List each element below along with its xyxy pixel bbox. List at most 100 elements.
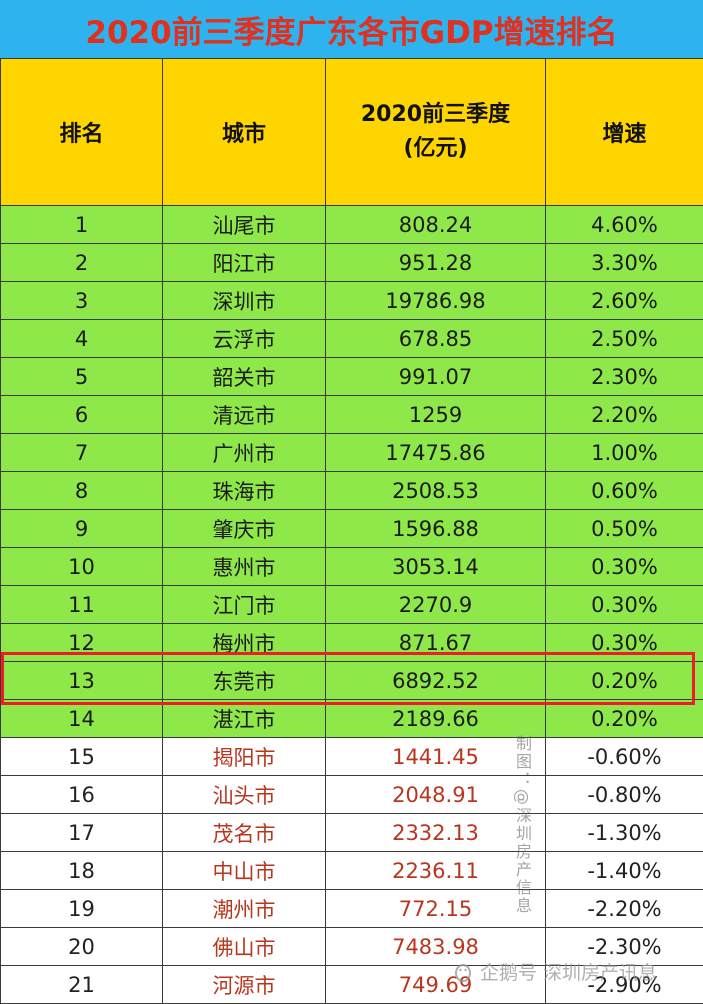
watermark-bottom: 企鹅号 深圳房产讯息: [452, 958, 657, 985]
rate-cell: 2.60%: [546, 282, 703, 320]
rank-cell: 10: [1, 548, 163, 586]
rank-cell: 11: [1, 586, 163, 624]
gdp-cell: 871.67: [326, 624, 546, 662]
rank-cell: 17: [1, 814, 163, 852]
penguin-logo-icon: [452, 961, 474, 983]
rate-cell: 0.30%: [546, 624, 703, 662]
city-cell: 汕尾市: [163, 206, 326, 244]
rate-cell: 4.60%: [546, 206, 703, 244]
rank-cell: 8: [1, 472, 163, 510]
gdp-cell: 2189.66: [326, 700, 546, 738]
rank-cell: 20: [1, 928, 163, 966]
header-city: 城市: [163, 59, 326, 206]
gdp-cell: 991.07: [326, 358, 546, 396]
header-gdp-line2: (亿元): [326, 132, 545, 166]
gdp-cell: 808.24: [326, 206, 546, 244]
city-cell: 揭阳市: [163, 738, 326, 776]
rate-cell: -0.80%: [546, 776, 703, 814]
gdp-cell: 6892.52: [326, 662, 546, 700]
rate-cell: 0.30%: [546, 586, 703, 624]
gdp-cell: 1259: [326, 396, 546, 434]
rate-cell: 2.30%: [546, 358, 703, 396]
table-header-row: 排名 城市 2020前三季度 (亿元) 增速: [1, 59, 703, 206]
rate-cell: 2.20%: [546, 396, 703, 434]
city-cell: 汕头市: [163, 776, 326, 814]
city-cell: 湛江市: [163, 700, 326, 738]
rank-cell: 19: [1, 890, 163, 928]
city-cell: 肇庆市: [163, 510, 326, 548]
rank-cell: 9: [1, 510, 163, 548]
city-cell: 韶关市: [163, 358, 326, 396]
rate-cell: 0.60%: [546, 472, 703, 510]
city-cell: 云浮市: [163, 320, 326, 358]
rate-cell: 0.20%: [546, 700, 703, 738]
title-bar: 2020前三季度广东各市GDP增速排名: [0, 0, 703, 58]
city-cell: 江门市: [163, 586, 326, 624]
rank-cell: 14: [1, 700, 163, 738]
city-cell: 阳江市: [163, 244, 326, 282]
city-cell: 东莞市: [163, 662, 326, 700]
city-cell: 佛山市: [163, 928, 326, 966]
rank-cell: 16: [1, 776, 163, 814]
rate-cell: 2.50%: [546, 320, 703, 358]
gdp-cell: 2508.53: [326, 472, 546, 510]
city-cell: 广州市: [163, 434, 326, 472]
rank-cell: 13: [1, 662, 163, 700]
watermark-vertical: 制图：@深圳房产信息: [510, 735, 534, 915]
city-cell: 清远市: [163, 396, 326, 434]
rate-cell: 0.30%: [546, 548, 703, 586]
rank-cell: 18: [1, 852, 163, 890]
city-cell: 梅州市: [163, 624, 326, 662]
rank-cell: 6: [1, 396, 163, 434]
rank-cell: 15: [1, 738, 163, 776]
gdp-cell: 951.28: [326, 244, 546, 282]
gdp-cell: 3053.14: [326, 548, 546, 586]
rate-cell: -2.20%: [546, 890, 703, 928]
rate-cell: -1.30%: [546, 814, 703, 852]
rate-cell: -0.60%: [546, 738, 703, 776]
rank-cell: 3: [1, 282, 163, 320]
rank-cell: 5: [1, 358, 163, 396]
rank-cell: 1: [1, 206, 163, 244]
city-cell: 河源市: [163, 966, 326, 1004]
rate-cell: 3.30%: [546, 244, 703, 282]
rate-cell: 0.20%: [546, 662, 703, 700]
city-cell: 惠州市: [163, 548, 326, 586]
rank-cell: 4: [1, 320, 163, 358]
gdp-cell: 678.85: [326, 320, 546, 358]
rank-cell: 21: [1, 966, 163, 1004]
rate-cell: -1.40%: [546, 852, 703, 890]
rank-cell: 7: [1, 434, 163, 472]
rank-cell: 2: [1, 244, 163, 282]
gdp-cell: 19786.98: [326, 282, 546, 320]
rank-cell: 12: [1, 624, 163, 662]
gdp-cell: 17475.86: [326, 434, 546, 472]
header-gdp: 2020前三季度 (亿元): [326, 59, 546, 206]
gdp-cell: 1596.88: [326, 510, 546, 548]
city-cell: 珠海市: [163, 472, 326, 510]
gdp-cell: 2270.9: [326, 586, 546, 624]
city-cell: 深圳市: [163, 282, 326, 320]
city-cell: 茂名市: [163, 814, 326, 852]
header-rank: 排名: [1, 59, 163, 206]
watermark-bottom-text: 企鹅号 深圳房产讯息: [480, 958, 657, 985]
city-cell: 中山市: [163, 852, 326, 890]
